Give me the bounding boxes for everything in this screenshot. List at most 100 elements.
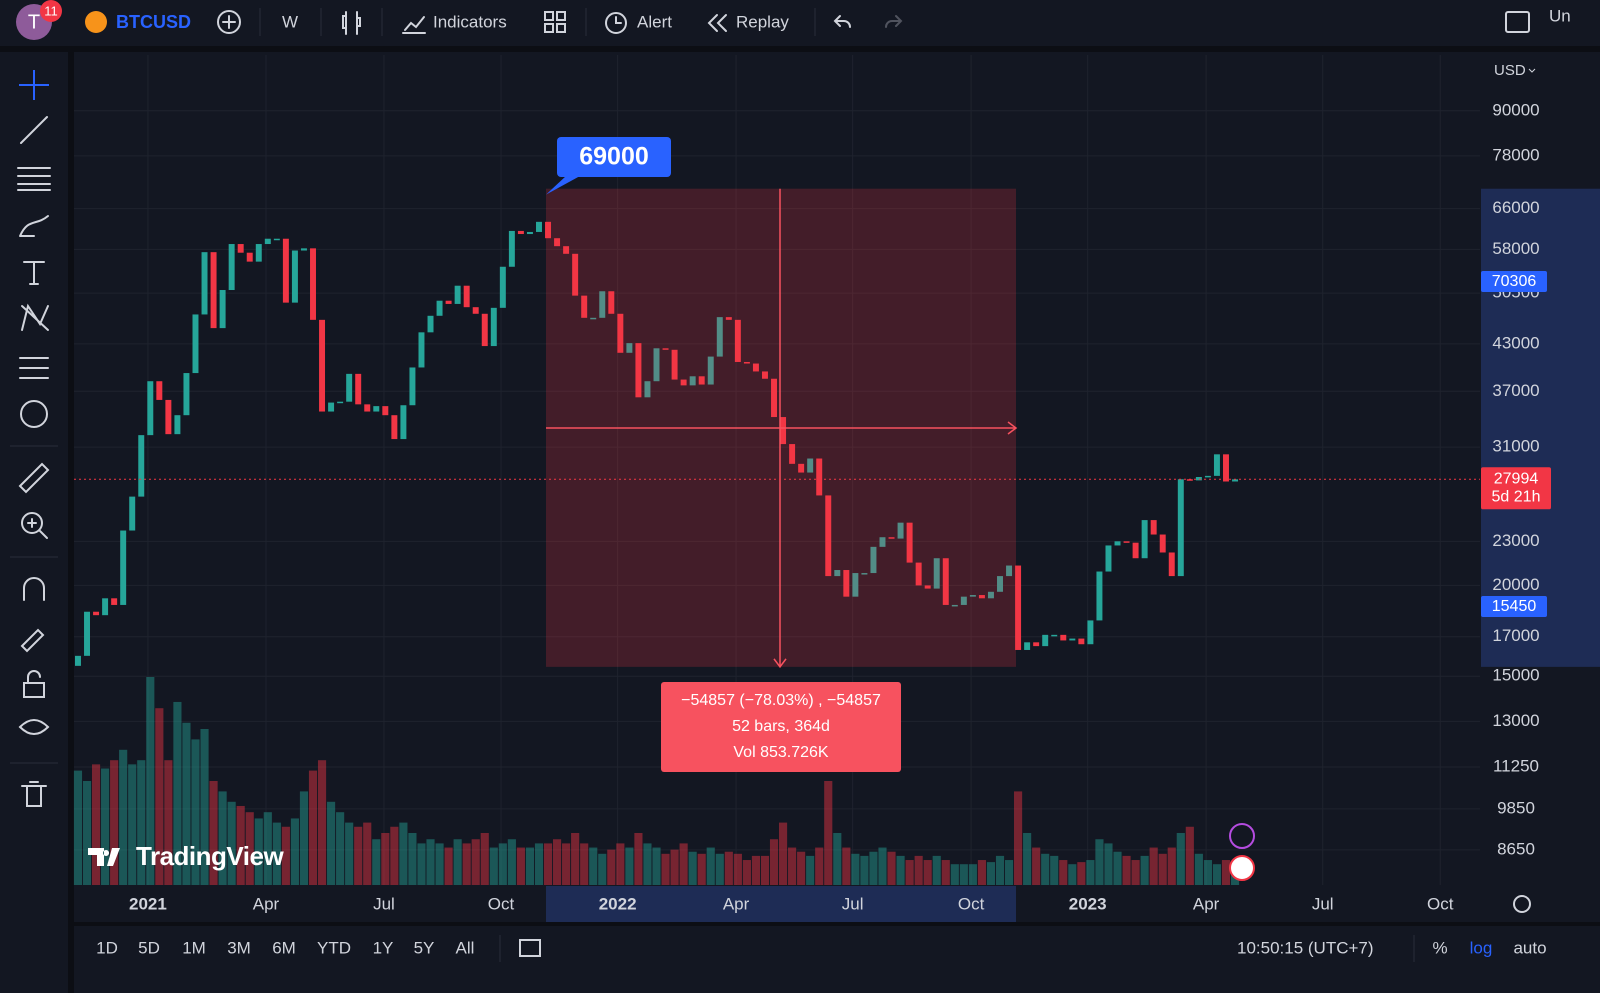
time-range-band	[546, 886, 1016, 922]
range-button[interactable]: 5D	[138, 938, 160, 957]
volume-bar	[272, 822, 281, 885]
trash[interactable]	[21, 781, 47, 807]
range-button[interactable]: 3M	[227, 938, 251, 957]
volume-bar	[977, 860, 986, 885]
volume-bar	[1185, 826, 1194, 885]
lock[interactable]	[23, 682, 45, 698]
ruler[interactable]	[18, 462, 50, 494]
candle	[951, 604, 958, 607]
prediction[interactable]	[19, 357, 49, 379]
candle	[183, 373, 190, 416]
range-button[interactable]: 6M	[272, 938, 296, 957]
logo-mark	[88, 848, 120, 866]
candle	[418, 332, 425, 368]
volume-bar	[995, 855, 1005, 885]
candle	[246, 252, 253, 262]
volume-bar	[580, 843, 589, 885]
magnet[interactable]	[23, 577, 45, 601]
redo[interactable]	[885, 15, 903, 28]
fullscreen[interactable]	[1505, 11, 1530, 33]
volume-bar	[209, 781, 218, 885]
range-label-box	[661, 682, 901, 772]
badge-count: 11	[44, 3, 58, 18]
zoom-plus	[27, 518, 48, 539]
volume-bar	[82, 781, 92, 885]
callout-box	[557, 137, 671, 177]
lock-draw[interactable]	[20, 628, 45, 653]
bottom-toolbar	[74, 926, 1600, 993]
indicators[interactable]: Indicators	[433, 12, 507, 31]
volume-bar	[236, 805, 245, 885]
candle	[273, 238, 280, 241]
volume-bar	[281, 826, 290, 885]
candle	[1204, 475, 1211, 478]
volume-bar	[941, 860, 950, 885]
alert[interactable]: Alert	[637, 12, 672, 31]
percent-toggle[interactable]: %	[1432, 938, 1447, 957]
trend-line[interactable]	[20, 116, 48, 144]
volume-bar	[851, 853, 860, 885]
candle	[635, 343, 642, 398]
candles-icon[interactable]	[342, 11, 361, 35]
volume-bar	[1059, 860, 1068, 885]
layout-icon[interactable]	[544, 11, 554, 21]
volume-bar	[91, 764, 101, 885]
candle	[74, 655, 81, 666]
text-tool[interactable]	[23, 261, 45, 285]
candle	[906, 522, 913, 563]
y-tick-label: 11250	[1493, 756, 1539, 775]
emoji[interactable]	[20, 400, 48, 428]
clock: 10:50:15 (UTC+7)	[1237, 938, 1374, 957]
eye[interactable]	[18, 719, 50, 735]
volume-bar	[932, 855, 941, 885]
currency: USD	[1494, 62, 1526, 79]
fib[interactable]	[17, 167, 51, 191]
high-tag-label: 70306	[1492, 273, 1537, 290]
volume-bar	[788, 847, 797, 885]
range-button[interactable]: 1Y	[373, 938, 394, 957]
x-tick-label: Apr	[1193, 894, 1220, 913]
replay[interactable]: Replay	[736, 12, 789, 31]
candle	[888, 537, 895, 539]
candle	[707, 356, 714, 385]
volume-bar	[399, 822, 408, 885]
range-button[interactable]: 5Y	[414, 938, 435, 957]
range-button[interactable]: YTD	[317, 938, 351, 957]
log-toggle[interactable]: log	[1470, 938, 1493, 957]
interval[interactable]: W	[282, 12, 298, 31]
x-tick-label: Jul	[1312, 894, 1334, 913]
candle	[924, 585, 931, 589]
candle	[219, 290, 226, 329]
candle	[608, 291, 615, 314]
undo[interactable]	[833, 15, 851, 28]
candle	[255, 244, 262, 262]
y-tick-label: 90000	[1492, 100, 1539, 119]
zoom[interactable]	[21, 512, 43, 534]
brush[interactable]	[19, 215, 49, 237]
auto-toggle[interactable]: auto	[1513, 938, 1546, 957]
volume-bar	[824, 781, 833, 885]
range-harrow	[1007, 421, 1018, 435]
volume-bar	[372, 839, 381, 885]
candle	[499, 266, 506, 308]
volume-bar	[1221, 860, 1231, 885]
volume-bar	[652, 847, 661, 885]
candle	[816, 458, 823, 496]
volume-bar	[543, 843, 553, 885]
compare-icon[interactable]	[217, 10, 241, 34]
candle	[337, 401, 344, 404]
volume-bar	[1050, 855, 1059, 885]
range-button[interactable]: All	[456, 938, 475, 957]
symbol[interactable]: BTCUSD	[116, 12, 191, 32]
crosshair[interactable]	[19, 70, 49, 100]
volume-bar	[751, 855, 761, 885]
candle	[1069, 638, 1076, 641]
volume-bar	[1104, 843, 1113, 885]
goto-date[interactable]	[519, 939, 541, 957]
volume-bar	[688, 851, 697, 885]
y-tick-label: 78000	[1492, 145, 1539, 164]
range-button[interactable]: 1D	[96, 938, 118, 957]
pattern[interactable]	[21, 303, 49, 331]
y-tick-label: 66000	[1492, 198, 1539, 217]
range-button[interactable]: 1M	[182, 938, 206, 957]
